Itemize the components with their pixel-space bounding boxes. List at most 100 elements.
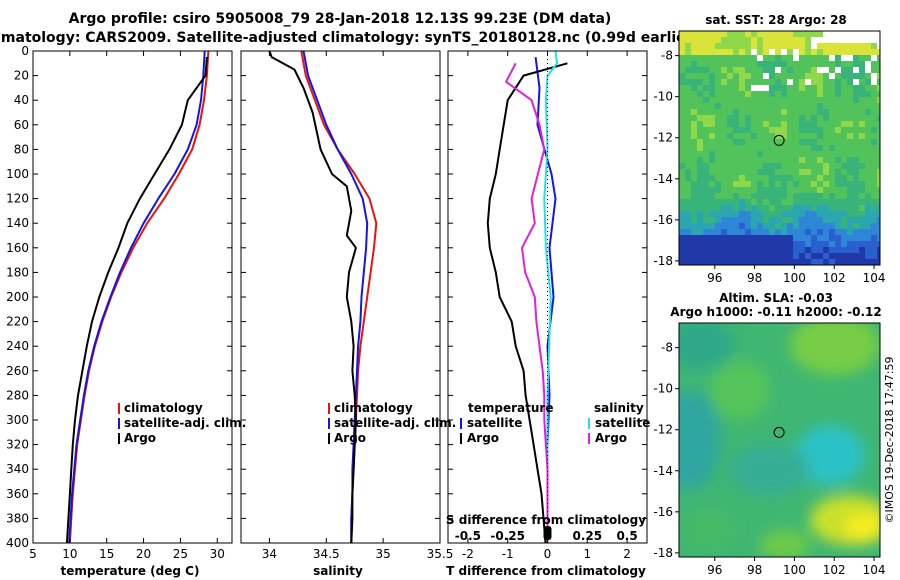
sst-cell: [763, 103, 769, 109]
sst-cell: [739, 187, 745, 193]
sst-cell: [823, 85, 829, 91]
sst-cell: [835, 103, 841, 109]
sst-cell: [811, 217, 817, 223]
sst-cell: [859, 97, 865, 103]
sst-cell: [703, 127, 709, 133]
sst-cell: [829, 109, 835, 115]
sst-cell: [769, 97, 775, 103]
sst-cell: [811, 229, 817, 235]
sst-cell: [733, 115, 739, 121]
sst-cell: [859, 157, 865, 163]
temperature-axes-frame: [32, 50, 233, 544]
sst-cell: [685, 49, 691, 55]
sst-cell: [865, 49, 871, 55]
sst-cell: [757, 97, 763, 103]
salinity-axes-frame: [240, 50, 441, 544]
sst-cell: [877, 109, 880, 115]
sst-cell: [733, 97, 739, 103]
sst-cell: [751, 121, 757, 127]
sst-cell: [739, 49, 745, 55]
sst-cell: [739, 139, 745, 145]
sst-cell: [727, 205, 733, 211]
sst-cell: [811, 181, 817, 187]
sst-map-frame: [678, 30, 881, 266]
sst-cell: [865, 181, 871, 187]
sst-cell: [829, 217, 835, 223]
sst-cell: [679, 199, 685, 205]
sst-cell: [691, 61, 697, 67]
sst-cell: [757, 109, 763, 115]
sst-cell: [877, 151, 880, 157]
sst-cell: [859, 205, 865, 211]
sst-cell: [859, 193, 865, 199]
sst-cell: [835, 199, 841, 205]
sst-cell: [823, 79, 829, 85]
sst-cell: [871, 247, 877, 253]
sst-cell: [775, 79, 781, 85]
sst-cell: [859, 259, 865, 265]
sst-cell: [745, 61, 751, 67]
sst-cell: [817, 241, 823, 247]
sst-cell: [829, 229, 835, 235]
sst-cell: [715, 103, 721, 109]
sst-cell: [721, 121, 727, 127]
sst-cell: [697, 133, 703, 139]
sst-cell: [739, 181, 745, 187]
sst-cell: [829, 151, 835, 157]
sst-cell: [685, 31, 691, 37]
sst-cell: [727, 121, 733, 127]
sst-cell: [823, 259, 829, 265]
sst-cell: [847, 181, 853, 187]
sst-cell: [751, 115, 757, 121]
sst-cell: [727, 85, 733, 91]
sst-cell: [793, 121, 799, 127]
sst-cell: [823, 247, 829, 253]
sst-cell: [781, 199, 787, 205]
sst-cell: [709, 31, 715, 37]
sst-cell: [829, 139, 835, 145]
sst-cell: [769, 49, 775, 55]
sst-cell: [781, 169, 787, 175]
sst-cell: [787, 37, 793, 43]
sst-cell: [829, 31, 835, 37]
sst-cell: [853, 205, 859, 211]
sst-cell: [841, 103, 847, 109]
sst-cell: [769, 73, 775, 79]
sst-cell: [739, 199, 745, 205]
sst-cell: [763, 199, 769, 205]
sst-cell: [733, 109, 739, 115]
sst-cell: [739, 127, 745, 133]
sst-cell: [703, 133, 709, 139]
sst-cell: [691, 181, 697, 187]
sst-cell: [763, 145, 769, 151]
sst-cell: [787, 157, 793, 163]
temperature-xtick-label: 10: [62, 547, 77, 561]
sst-cell: [829, 73, 835, 79]
sst-cell: [847, 241, 853, 247]
sst-map-ticks: 96 98 100 102 104 -8 -10 -12 -14 -16 -18: [653, 49, 885, 285]
sst-cell: [757, 217, 763, 223]
sst-cell: [751, 67, 757, 73]
sst-cell: [751, 223, 757, 229]
sst-cell: [769, 121, 775, 127]
salinity-xtick-label: 34.5: [313, 547, 340, 561]
sst-cell: [733, 247, 739, 253]
sst-cell: [871, 133, 877, 139]
sst-cell: [841, 139, 847, 145]
sst-cell: [793, 253, 799, 259]
sst-cell: [685, 181, 691, 187]
sst-cell: [811, 115, 817, 121]
sst-cell: [763, 67, 769, 73]
sst-cell: [751, 193, 757, 199]
sst-cell: [685, 187, 691, 193]
sst-cell: [751, 139, 757, 145]
sst-cell: [751, 169, 757, 175]
sst-cell: [841, 121, 847, 127]
sst-cell: [703, 235, 709, 241]
sst-cell: [847, 37, 853, 43]
sst-cell: [799, 211, 805, 217]
sst-cell: [823, 91, 829, 97]
sst-cell: [823, 139, 829, 145]
sst-cell: [787, 217, 793, 223]
sst-cell: [835, 55, 841, 61]
